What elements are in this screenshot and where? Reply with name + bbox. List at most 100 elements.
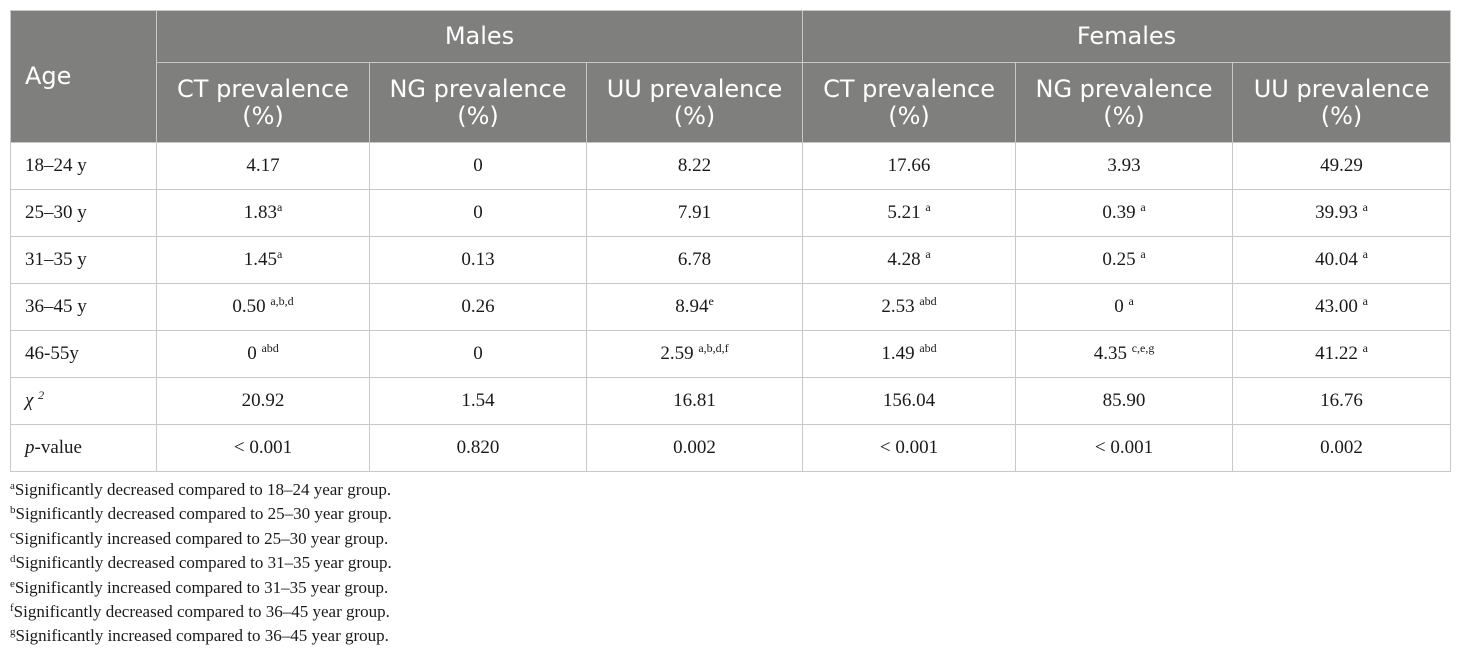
chi-square-row: χ 2 20.92 1.54 16.81 156.04 85.90 16.76 xyxy=(10,377,1452,425)
cell-value: 3.93 xyxy=(1107,155,1141,176)
cell-superscript: a xyxy=(1362,200,1368,214)
cell-value: 39.93 xyxy=(1315,202,1363,223)
table-cell: 4.17 xyxy=(156,142,370,190)
table-cell: 41.22 a xyxy=(1232,330,1452,378)
footnote-mark: c xyxy=(10,528,15,541)
table-row: 18–24 y 4.17 0 8.22 17.66 3.93 49.29 xyxy=(10,142,1452,190)
footnote: fSignificantly decreased compared to 36–… xyxy=(10,600,1450,624)
footnote-mark: a xyxy=(10,480,15,492)
column-header-line2: (%) xyxy=(457,101,499,130)
cell-superscript: a xyxy=(1362,294,1368,308)
footnote-mark: f xyxy=(10,602,14,615)
row-label: 25–30 y xyxy=(10,189,157,237)
table-cell: 1.54 xyxy=(369,377,587,425)
table-cell: 49.29 xyxy=(1232,142,1452,190)
footnote-text: Significantly decreased compared to 18–2… xyxy=(14,480,392,499)
cell-value: 1.83 xyxy=(243,202,277,223)
table-cell: < 0.001 xyxy=(156,424,370,472)
footnote-mark: e xyxy=(10,577,15,590)
cell-value: 4.17 xyxy=(246,155,280,176)
chi-symbol: χ xyxy=(25,390,34,411)
column-header: UU prevalence (%) xyxy=(1232,62,1452,143)
table-cell: 43.00 a xyxy=(1232,283,1452,331)
cell-superscript: a xyxy=(1140,247,1146,261)
column-header-line1: CT prevalence xyxy=(823,74,995,103)
table-cell: < 0.001 xyxy=(1015,424,1234,472)
footnote-text: Significantly increased compared to 25–3… xyxy=(14,528,389,548)
footnote-mark: d xyxy=(10,553,16,566)
row-label: 46-55y xyxy=(10,330,157,378)
table-cell: 7.91 xyxy=(585,189,804,237)
column-header-line2: (%) xyxy=(242,101,284,130)
table-cell: 1.83a xyxy=(156,189,370,237)
cell-value: 4.28 xyxy=(887,249,926,270)
footnote: eSignificantly increased compared to 31–… xyxy=(10,576,1450,600)
table-cell: 0 xyxy=(369,330,587,378)
table-row: 25–30 y 1.83a 0 7.91 5.21 a 0.39 a 39.93… xyxy=(10,189,1452,237)
table-cell: 4.28 a xyxy=(802,236,1017,284)
footnote-text: Significantly decreased compared to 25–3… xyxy=(15,504,392,524)
column-header-line1: CT prevalence xyxy=(177,74,349,103)
table-cell: 6.78 xyxy=(585,236,804,284)
footnote-mark: g xyxy=(10,626,16,639)
cell-value: 1.45 xyxy=(243,249,277,270)
footnote: dSignificantly decreased compared to 31–… xyxy=(10,551,1450,575)
column-header-line2: (%) xyxy=(888,101,930,130)
table-cell: 8.94e xyxy=(585,283,804,331)
p-value-row: p-value < 0.001 0.820 0.002 < 0.001 < 0.… xyxy=(10,424,1452,472)
p-label-rest: -value xyxy=(34,437,82,458)
cell-superscript: e xyxy=(708,294,714,308)
cell-value: 8.22 xyxy=(677,155,712,176)
cell-value: 0.39 xyxy=(1102,202,1141,223)
table-cell: 0 a xyxy=(1015,283,1234,331)
column-header-line1: UU prevalence xyxy=(606,74,783,103)
footnote-text: Significantly increased compared to 36–4… xyxy=(15,626,389,646)
column-header-line2: (%) xyxy=(1103,101,1145,130)
table-cell: 156.04 xyxy=(802,377,1017,425)
table-cell: 0.13 xyxy=(369,236,587,284)
footnote-text: Significantly decreased compared to 36–4… xyxy=(13,602,390,622)
chi-superscript: 2 xyxy=(38,388,45,402)
table-cell: 0.26 xyxy=(369,283,587,331)
cell-value: 2.59 xyxy=(660,343,699,364)
column-header-line1: UU prevalence xyxy=(1253,74,1430,103)
table-cell: < 0.001 xyxy=(802,424,1017,472)
table-cell: 39.93 a xyxy=(1232,189,1452,237)
table-body: 18–24 y 4.17 0 8.22 17.66 3.93 49.29 25–… xyxy=(10,142,1452,472)
cell-value: 2.53 xyxy=(881,296,920,317)
cell-superscript: a xyxy=(1128,294,1134,308)
group-header-males: Males xyxy=(155,10,804,63)
table-cell: 0.50 a,b,d xyxy=(156,283,370,331)
cell-value: 17.66 xyxy=(887,155,931,176)
column-header-line2: (%) xyxy=(1320,101,1363,130)
cell-value: 0 xyxy=(247,343,262,364)
table-cell: 1.45a xyxy=(156,236,370,284)
cell-value: 0.50 xyxy=(232,296,271,317)
table-cell: 40.04 a xyxy=(1232,236,1452,284)
cell-superscript: a xyxy=(925,247,931,261)
table-cell: 0.25 a xyxy=(1015,236,1234,284)
column-header-line2: (%) xyxy=(673,101,716,130)
cell-superscript: abd xyxy=(919,294,937,308)
cell-value: 1.49 xyxy=(881,343,920,364)
cell-value: 0 xyxy=(1114,296,1129,317)
group-header-females: Females xyxy=(802,10,1452,63)
p-value-label: p-value xyxy=(10,424,157,472)
footnotes: aSignificantly decreased compared to 18–… xyxy=(10,478,1450,649)
cell-value: 0.25 xyxy=(1102,249,1141,270)
cell-superscript: a xyxy=(1362,341,1368,355)
table-cell: 16.81 xyxy=(585,377,804,425)
prevalence-table: Age Males Females CT prevalence (%) NG pr… xyxy=(10,10,1452,472)
table-container: Age Males Females CT prevalence (%) NG pr… xyxy=(10,10,1452,649)
cell-value: 8.94 xyxy=(675,296,709,317)
cell-superscript: a,b,d,f xyxy=(698,341,729,355)
row-label: 18–24 y xyxy=(10,142,157,190)
p-letter: p xyxy=(25,437,35,458)
column-header: NG prevalence (%) xyxy=(1015,62,1234,143)
table-row: 31–35 y 1.45a 0.13 6.78 4.28 a 0.25 a 40… xyxy=(10,236,1452,284)
cell-value: 43.00 xyxy=(1315,296,1363,317)
table-cell: 0 xyxy=(369,189,587,237)
table-cell: 17.66 xyxy=(802,142,1017,190)
cell-value: 0 xyxy=(473,155,483,176)
table-cell: 16.76 xyxy=(1232,377,1452,425)
